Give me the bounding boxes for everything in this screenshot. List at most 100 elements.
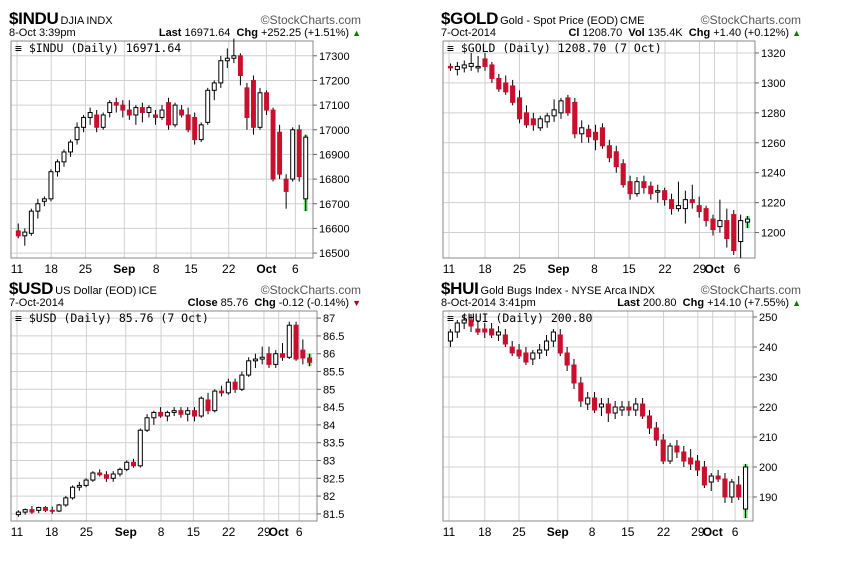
candle-body [502, 334, 508, 345]
candle-body [550, 331, 556, 342]
stockcharts-logo[interactable]: ©StockCharts.com [261, 13, 361, 27]
candle-body [212, 390, 218, 412]
symbol[interactable]: $HUI [441, 279, 479, 298]
quote-value: +252.25 (+1.51%) [261, 27, 350, 39]
candle-body [662, 190, 668, 201]
y-tick-label: 220 [759, 402, 777, 414]
y-tick-label: 84.5 [323, 402, 344, 414]
plot-frame [442, 310, 754, 522]
candle-body [537, 118, 543, 129]
candle-body [454, 65, 460, 70]
candle-body [178, 410, 184, 415]
y-tick-label: 84 [323, 420, 335, 432]
candle-body [653, 427, 659, 441]
y-tick-label: 1280 [761, 108, 785, 120]
chart-panel-gold: $GOLD Gold - Spot Price (EOD) CME ©StockCh… [441, 9, 801, 279]
candle-body [495, 331, 502, 336]
triangle-up-icon: ▲ [352, 28, 361, 38]
candle-body [94, 114, 100, 128]
chart-legend: ≡ $GOLD (Daily) 1208.70 (7 Oct) [447, 41, 662, 55]
candle-body [724, 220, 730, 240]
candle-body [475, 328, 481, 333]
x-tick-label: 6 [734, 262, 741, 276]
candlestick-chart[interactable]: ≡ $INDU (Daily) 16971.64 16500 16600 16700 1… [9, 9, 361, 279]
x-tick-label: 11 [443, 525, 456, 539]
candle-body [172, 104, 178, 126]
plot-frame [10, 40, 314, 259]
candle-body [682, 199, 688, 210]
y-tick-label: 86.5 [323, 331, 344, 343]
candle-body [246, 360, 252, 376]
symbol[interactable]: $INDU [9, 9, 59, 28]
candlestick-chart[interactable]: ≡ $GOLD (Daily) 1208.70 (7 Oct) 1200 1220 1… [441, 9, 801, 279]
candle-body [688, 457, 694, 465]
y-tick-label: 1220 [761, 198, 785, 210]
candle-body [668, 199, 675, 210]
candle-body [231, 55, 237, 59]
y-tick-label: 83.5 [323, 438, 344, 450]
candle-body [259, 356, 265, 360]
quote-value: +1.40 (+0.12%) [713, 27, 790, 39]
candle-body [447, 65, 454, 69]
candlestick-chart[interactable]: ≡ $HUI (Daily) 200.80 190 200 210 220 230 240 2… [441, 279, 801, 549]
candle-body [489, 64, 495, 79]
candle-body [42, 506, 49, 511]
candle-body [158, 411, 164, 417]
x-tick-label: 8 [153, 262, 160, 276]
stockcharts-logo[interactable]: ©StockCharts.com [701, 283, 801, 297]
candle-body [586, 128, 592, 138]
candle-body [205, 89, 211, 123]
x-tick-label: Sep [113, 262, 135, 276]
stockcharts-logo[interactable]: ©StockCharts.com [261, 283, 361, 297]
candle-body [219, 390, 225, 394]
candle-body [126, 109, 132, 116]
candle-body [641, 181, 647, 189]
triangle-down-icon: ▼ [352, 298, 361, 308]
quote-label: Chg [236, 27, 258, 39]
x-tick-label: Sep [115, 525, 137, 539]
symbol[interactable]: $USD [9, 279, 54, 298]
triangle-up-icon: ▲ [792, 28, 801, 38]
candle-body [634, 181, 640, 195]
candle-body [674, 445, 680, 453]
exchange: INDX [86, 15, 113, 27]
candle-body [613, 151, 619, 168]
candle-body [633, 403, 639, 411]
symbol[interactable]: $GOLD [441, 9, 499, 28]
y-tick-label: 240 [759, 342, 777, 354]
candle-body [738, 220, 744, 243]
candle-body [722, 478, 728, 498]
candle-body [139, 107, 145, 114]
y-tick-label: 17100 [319, 100, 350, 112]
x-tick-label: 18 [478, 262, 492, 276]
candle-body [627, 181, 633, 195]
candle-body [710, 218, 716, 231]
chart-legend: ≡ $INDU (Daily) 16971.64 [15, 41, 181, 55]
x-tick-label: 8 [589, 525, 596, 539]
candle-body [743, 466, 749, 510]
candle-body [482, 58, 488, 67]
candle-body [100, 114, 106, 128]
x-tick-label: 22 [222, 525, 236, 539]
quote-values: Cl 1208.70 Vol 135.4K Chg +1.40 (+0.12%)… [568, 27, 801, 39]
x-tick-label: 6 [732, 525, 739, 539]
circled-copyright-icon: © [260, 283, 270, 297]
candle-body [35, 203, 41, 212]
candle-body [97, 472, 103, 476]
candlestick-chart[interactable]: ≡ $USD (Daily) 85.76 (7 Oct) 81.5 82 82.5 83… [9, 279, 361, 549]
candle-body [681, 451, 687, 462]
candle-body [74, 126, 80, 141]
chart-panel-hui: $HUI Gold Bugs Index - NYSE Arca INDX ©Sto… [441, 279, 801, 549]
candle-body [185, 114, 191, 131]
stockcharts-logo[interactable]: ©StockCharts.com [701, 13, 801, 27]
exchange: ICE [138, 285, 157, 297]
candle-body [296, 129, 302, 178]
quote-value: 1208.70 [582, 27, 623, 39]
y-tick-label: 86 [323, 349, 335, 361]
candle-body [279, 353, 286, 358]
chart-header: $GOLD Gold - Spot Price (EOD) CME ©StockCh… [441, 9, 801, 28]
circled-copyright-icon: © [260, 13, 270, 27]
candle-body [198, 397, 204, 417]
candle-body [133, 107, 139, 116]
quote-label: Cl [568, 27, 580, 39]
